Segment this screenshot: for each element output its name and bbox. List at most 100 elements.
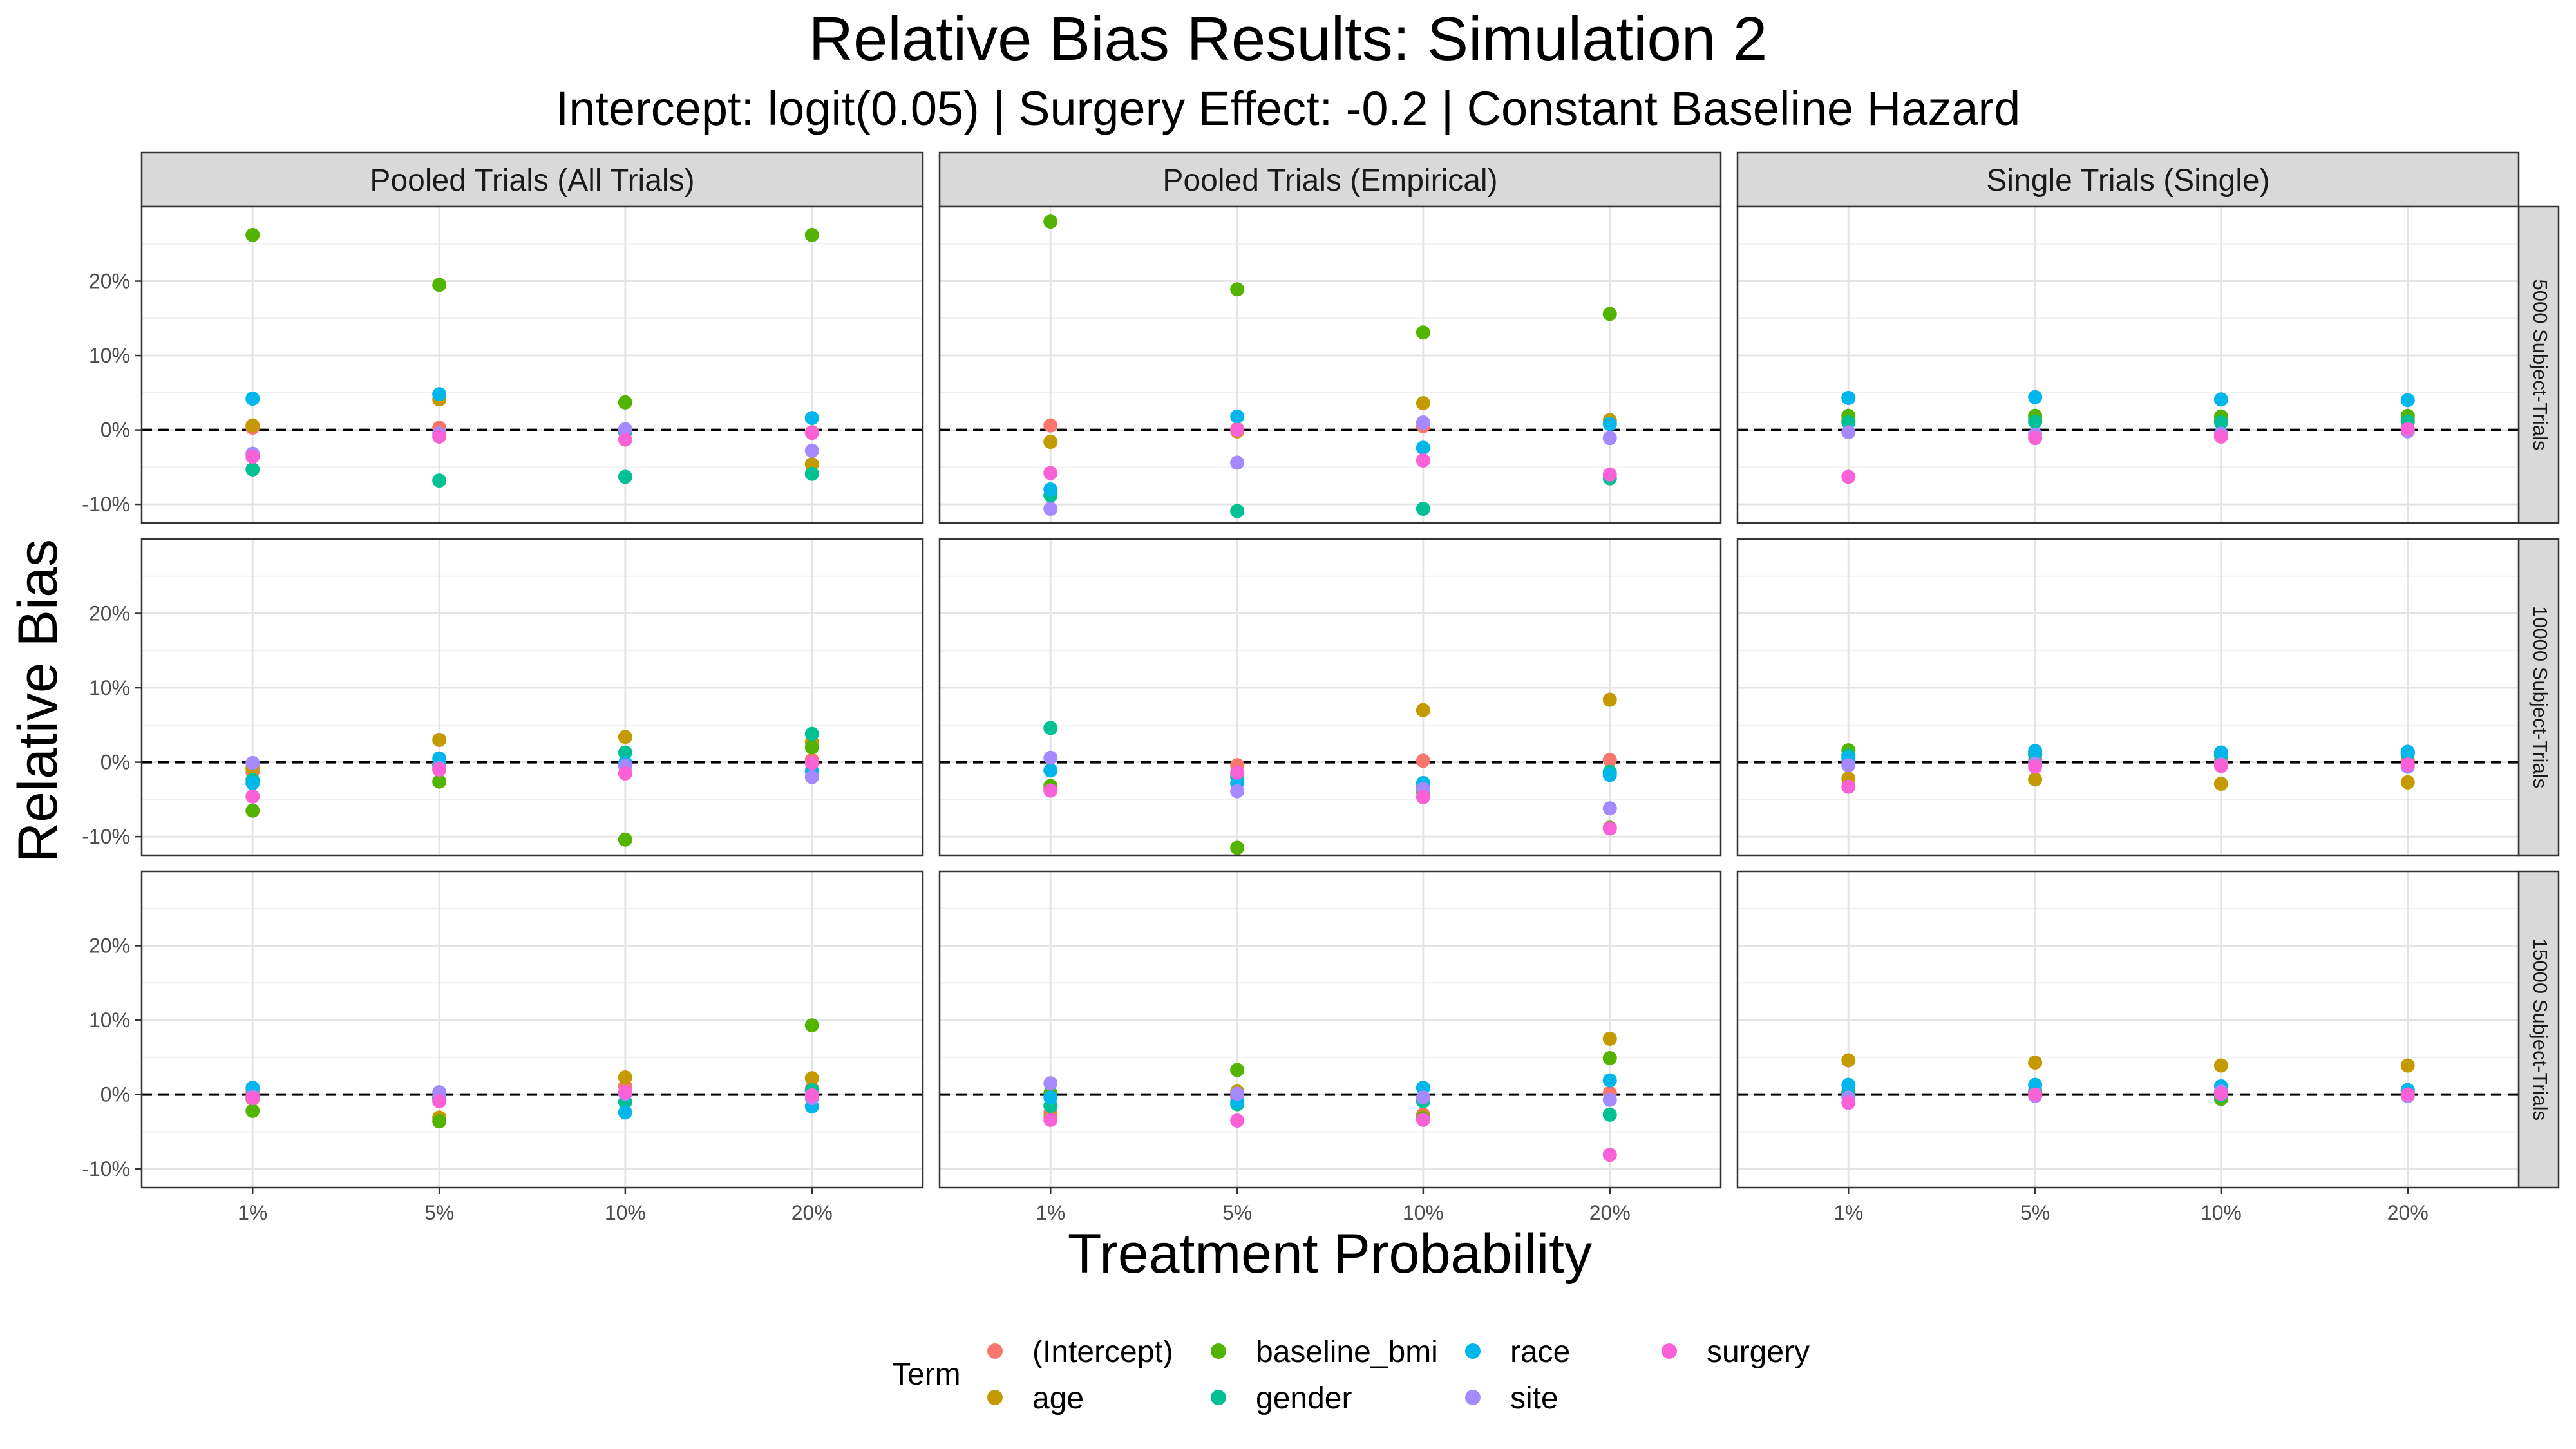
x-axis-title: Treatment Probability (1068, 1223, 1592, 1285)
data-point-race (1841, 390, 1856, 405)
data-point-baseline-bmi (432, 1114, 447, 1129)
data-point-surgery (804, 426, 819, 440)
data-point-race (1602, 417, 1617, 431)
panel-background (940, 207, 1721, 523)
data-point-race (2400, 744, 2415, 759)
data-point-surgery (1841, 1095, 1856, 1110)
data-point-age (2213, 1058, 2228, 1073)
data-point-surgery (1230, 765, 1245, 780)
facet-strip-column (938, 151, 1722, 208)
panel-background (1738, 539, 2519, 855)
data-point-race (432, 387, 447, 402)
data-point-intercept (1602, 753, 1617, 768)
data-point-surgery (1841, 779, 1856, 794)
data-point-age (1416, 703, 1430, 717)
data-point-site (1841, 425, 1856, 440)
data-point-surgery (1230, 1113, 1245, 1128)
y-tick-label: 20% (89, 602, 130, 625)
data-point-surgery (1416, 453, 1430, 468)
data-point-site (1602, 801, 1617, 816)
panel-border (938, 205, 1722, 524)
data-point-site (804, 770, 819, 784)
x-tick-label: 10% (1403, 1201, 1444, 1224)
facet-column-label: Pooled Trials (Empirical) (1162, 164, 1497, 198)
legend-key (987, 1390, 1003, 1405)
legend-key (1211, 1390, 1226, 1405)
data-point-age (2213, 777, 2228, 791)
panel-background (142, 871, 923, 1188)
data-point-surgery (2400, 757, 2415, 772)
data-point-surgery (618, 432, 632, 447)
data-point-race (245, 392, 260, 406)
data-point-race (1043, 763, 1058, 778)
facet-row-label: 10000 Subject-Trials (2529, 606, 2552, 788)
data-point-site (1602, 1092, 1617, 1107)
data-point-site (1841, 758, 1856, 773)
data-point-race (2400, 393, 2415, 408)
data-point-baseline-bmi (245, 227, 260, 242)
panel-background (940, 539, 1721, 855)
data-point-surgery (245, 450, 260, 464)
data-point-surgery (1043, 1112, 1058, 1127)
facet-row-label: 5000 Subject-Trials (2529, 279, 2552, 451)
data-point-surgery (432, 762, 447, 777)
data-point-age (618, 1070, 632, 1085)
data-point-site (618, 422, 632, 437)
data-point-age (2400, 775, 2415, 790)
panel-border (938, 538, 1722, 857)
data-point-baseline-bmi (432, 278, 447, 292)
y-tick-label: -10% (82, 1157, 130, 1180)
facet-column-label: Single Trials (Single) (1986, 164, 2269, 198)
data-point-baseline-bmi (245, 1104, 260, 1119)
y-tick-label: 10% (89, 676, 130, 699)
data-point-intercept (1416, 753, 1430, 768)
data-point-gender (618, 469, 632, 484)
chart-title: Relative Bias Results: Simulation 2 (808, 5, 1768, 73)
x-tick-label: 5% (2020, 1201, 2050, 1224)
legend-label: baseline_bmi (1256, 1335, 1438, 1369)
y-tick-label: 0% (100, 751, 130, 774)
panel-background (1738, 207, 2519, 523)
data-point-surgery (1043, 783, 1058, 798)
data-point-race (618, 1105, 632, 1120)
data-point-site (804, 443, 819, 458)
data-point-intercept (1043, 418, 1058, 433)
y-tick-label: 0% (100, 419, 130, 442)
data-point-surgery (804, 755, 819, 770)
data-point-baseline-bmi (804, 227, 819, 242)
data-point-baseline-bmi (1416, 325, 1430, 340)
legend-key (1465, 1343, 1481, 1359)
data-point-surgery (2028, 759, 2043, 774)
data-point-surgery (432, 1094, 447, 1108)
panel-background (1738, 871, 2519, 1188)
data-point-baseline-bmi (1230, 1063, 1245, 1077)
x-tick-label: 1% (1036, 1201, 1065, 1224)
data-point-age (2028, 1055, 2043, 1070)
data-point-site (1043, 750, 1058, 765)
x-tick-label: 1% (238, 1201, 267, 1224)
legend-key (1211, 1343, 1226, 1359)
data-point-gender (245, 462, 260, 477)
data-point-surgery (618, 1085, 632, 1100)
panel-border (140, 205, 924, 524)
data-point-surgery (2028, 431, 2043, 446)
data-point-surgery (432, 429, 447, 444)
legend-label: race (1510, 1335, 1570, 1369)
y-tick-label: -10% (82, 493, 130, 516)
data-point-race (804, 411, 819, 426)
data-point-site (1043, 502, 1058, 516)
data-point-site (1416, 1090, 1430, 1105)
data-point-surgery (1230, 422, 1245, 437)
data-point-surgery (1602, 821, 1617, 836)
data-point-race (1416, 440, 1430, 455)
data-point-site (1230, 784, 1245, 799)
legend-label: site (1510, 1381, 1558, 1416)
data-point-gender (1043, 721, 1058, 735)
panel-border (140, 870, 924, 1189)
data-point-baseline-bmi (804, 1018, 819, 1033)
data-point-surgery (2213, 1086, 2228, 1101)
y-tick-label: 10% (89, 1009, 130, 1032)
chart-subtitle: Intercept: logit(0.05) | Surgery Effect:… (555, 82, 2021, 135)
data-point-race (2213, 745, 2228, 760)
data-point-baseline-bmi (618, 395, 632, 410)
